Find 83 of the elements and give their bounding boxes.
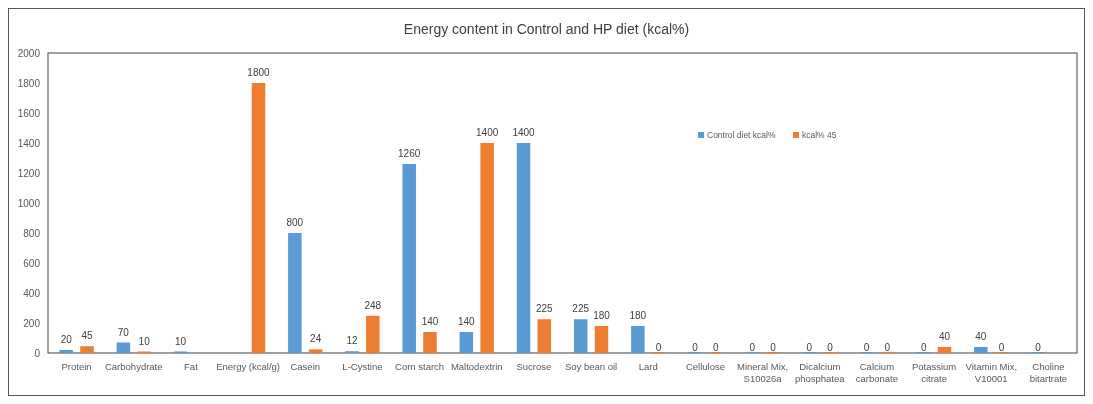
bar [366, 315, 380, 353]
data-label: 0 [1035, 342, 1042, 353]
y-tick-label: 2000 [17, 47, 41, 59]
data-label: 0 [998, 342, 1005, 353]
data-label: 0 [770, 342, 777, 353]
y-tick-label: 1600 [17, 107, 41, 119]
data-label: 1800 [247, 67, 271, 78]
bar [516, 143, 531, 353]
x-tick-label: Dicalcium phosphatea [794, 361, 846, 384]
data-label: 140 [421, 316, 439, 327]
data-label: 0 [692, 342, 699, 353]
y-tick-label: 1200 [17, 167, 41, 179]
data-label: 10 [138, 335, 151, 347]
data-label: 180 [629, 310, 647, 321]
y-tick-label: 1800 [17, 77, 41, 89]
x-tick-label: Choline bitartrate [1029, 361, 1068, 384]
data-label: 1400 [476, 127, 499, 138]
bar [80, 346, 94, 353]
data-label: 248 [364, 299, 382, 311]
x-tick-label: Fat [184, 361, 199, 372]
legend-label: Control diet kcal% [707, 130, 776, 140]
bar [251, 83, 266, 353]
x-tick-label: Carbohydrate [104, 361, 163, 372]
data-label: 20 [60, 334, 73, 345]
bar [573, 319, 588, 353]
x-tick-label: Corn starch [395, 361, 445, 372]
bar [974, 347, 988, 353]
data-label: 1400 [512, 127, 536, 138]
data-label: 225 [572, 303, 590, 315]
y-tick-label: 400 [23, 287, 41, 299]
data-label: 12 [346, 335, 359, 347]
data-label: 40 [975, 331, 987, 342]
y-tick-label: 200 [23, 317, 41, 329]
y-tick-label: 800 [23, 227, 41, 239]
bar [402, 164, 416, 353]
x-tick-label: Protein [61, 361, 92, 372]
x-tick-label: Energy (kcal/g) [216, 361, 281, 372]
bar [288, 233, 302, 353]
data-label: 45 [81, 330, 93, 342]
bar [594, 326, 609, 353]
x-tick-label: Soy bean oil [564, 361, 618, 372]
legend-label: kcal% 45 [802, 130, 837, 140]
data-label: 24 [310, 333, 322, 345]
x-tick-label: Maltodextrin [450, 361, 503, 372]
bar [59, 350, 73, 353]
bar [308, 349, 323, 353]
x-tick-label: L-Cystine [342, 361, 383, 372]
data-label: 140 [458, 316, 476, 327]
x-tick-label: Mineral Mix, S10026a [736, 361, 789, 384]
bar [631, 326, 645, 353]
data-label: 0 [749, 342, 756, 353]
x-tick-label: Sucrose [516, 361, 552, 372]
x-tick-label: Lard [638, 361, 658, 372]
data-label: 70 [117, 326, 130, 338]
x-tick-label: Calcium carbonate [855, 361, 899, 384]
x-tick-label: Potassium citrate [911, 361, 957, 384]
bar [537, 319, 552, 353]
bar [423, 332, 437, 353]
data-label: 180 [593, 310, 611, 321]
data-label: 1260 [398, 148, 421, 159]
bar [116, 342, 131, 353]
y-tick-label: 1400 [17, 137, 41, 149]
x-tick-label: Vitamin Mix, V10001 [965, 361, 1018, 384]
data-label: 10 [174, 335, 187, 347]
bar [480, 143, 494, 353]
data-label: 0 [655, 342, 662, 353]
data-label: 40 [938, 331, 951, 342]
data-label: 0 [884, 342, 891, 353]
data-label: 0 [920, 342, 927, 353]
bar [937, 347, 952, 353]
x-tick-label: Cellulose [685, 361, 725, 372]
data-label: 0 [827, 342, 834, 353]
data-label: 800 [286, 217, 304, 228]
y-tick-label: 600 [23, 257, 41, 269]
data-label: 0 [806, 342, 813, 353]
y-tick-label: 0 [34, 347, 41, 359]
bar [459, 332, 474, 353]
y-tick-label: 1000 [17, 197, 41, 209]
x-tick-label: Casein [290, 361, 321, 372]
data-label: 0 [713, 342, 720, 353]
chart-title: Energy content in Control and HP diet (kcal%) [403, 21, 690, 37]
data-label: 225 [535, 303, 554, 315]
data-label: 0 [863, 342, 870, 353]
